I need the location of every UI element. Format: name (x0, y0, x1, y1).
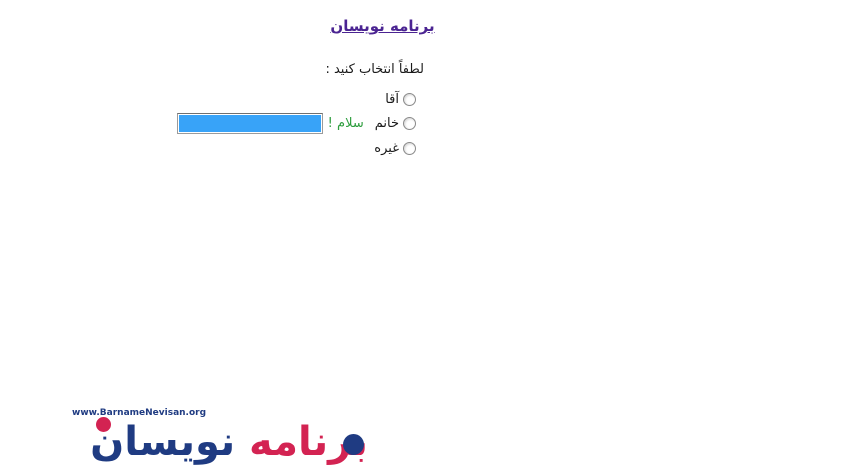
barnamenevisan-logo: برنامه نویسان www.BarnameNevisan.org (50, 401, 370, 462)
gender-option-mr-label: آقا (385, 91, 399, 107)
logo-word-second: نویسان (90, 419, 236, 465)
radio-other-icon[interactable] (403, 141, 416, 155)
logo-red-dot-icon (96, 417, 111, 432)
page-header: برنامه نویسان (0, 16, 765, 35)
page-title-link[interactable]: برنامه نویسان (330, 17, 435, 35)
gender-option-mrs-label: خانم (374, 116, 399, 131)
logo-url-text: www.BarnameNevisan.org (72, 408, 207, 418)
greeting-text: سلام ! (327, 116, 364, 131)
gender-option-mr[interactable]: آقا (385, 90, 416, 108)
logo-navy-dot-icon (343, 434, 364, 455)
gender-option-other[interactable]: غیره (374, 139, 416, 157)
gender-option-mrs[interactable]: خانم سلام ! (176, 112, 416, 135)
logo-wordmark: برنامه نویسان (90, 419, 369, 465)
radio-mr-icon[interactable] (403, 92, 416, 106)
radio-mrs-icon[interactable] (403, 117, 416, 130)
select-prompt: لطفاً انتخاب کنید : (325, 62, 424, 77)
name-input[interactable] (176, 113, 323, 134)
gender-option-other-label: غیره (374, 140, 399, 156)
